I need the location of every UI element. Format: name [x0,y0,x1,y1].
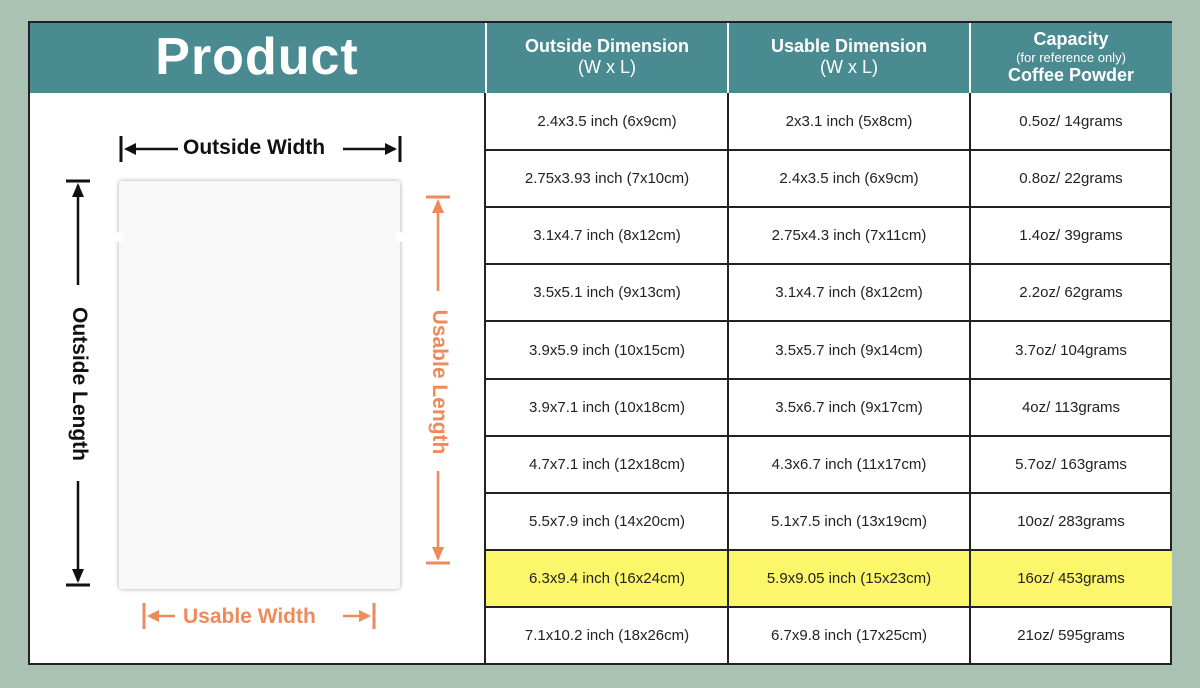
table-row: 2.4x3.5 inch (6x9cm) 2x3.1 inch (5x8cm) 0.… [486,93,1172,150]
outside-cell: 2.4x3.5 inch (6x9cm) [537,113,677,130]
header-divider [727,21,729,93]
row-divider [486,492,1172,494]
usable-cell: 3.1x4.7 inch (8x12cm) [775,284,923,301]
usable-length-arrow [426,195,450,565]
outside-cell: 7.1x10.2 inch (18x26cm) [524,626,690,644]
table-row: 2.75x3.93 inch (7x10cm) 2.4x3.5 inch (6x9… [486,150,1172,207]
outside-cell: 3.9x7.1 inch (10x18cm) [529,399,685,416]
table-row: 3.1x4.7 inch (8x12cm) 2.75x4.3 inch (7x11… [486,207,1172,264]
header-divider [969,21,971,93]
row-divider [486,549,1172,551]
usable-cell: 5.9x9.05 inch (15x23cm) [728,550,970,607]
column-divider [727,93,729,665]
row-divider [486,149,1172,151]
frame-left-border [28,21,30,665]
table-row: 3.9x7.1 inch (10x18cm) 3.5x6.7 inch (9x17… [486,379,1172,436]
row-divider [486,206,1172,208]
usable-cell: 2x3.1 inch (5x8cm) [785,113,913,130]
row-divider [486,606,1172,608]
usable-cell: 2.75x4.3 inch (7x11cm) [771,227,927,244]
row-divider [486,378,1172,380]
capacity-cell: 0.5oz/ 14grams [1019,113,1123,130]
row-divider [486,435,1172,437]
usable-dimension-title: Usable Dimension [770,36,928,56]
column-divider [969,93,971,665]
header-divider [485,21,487,93]
usable-width-label: Usable Width [183,605,316,628]
tear-notch [395,232,405,242]
tear-notch [114,232,124,242]
size-chart: Product Outside Dimension (W x L) Usable… [28,21,1172,665]
capacity-cell: 0.8oz/ 22grams [1019,170,1123,187]
capacity-cell: 16oz/ 453grams [970,550,1172,607]
outside-length-label: Outside Length [68,307,91,461]
column-divider [484,93,486,665]
outside-cell: 6.3x9.4 inch (16x24cm) [486,550,728,607]
usable-cell: 5.1x7.5 inch (13x19cm) [771,513,927,530]
outside-width-label: Outside Width [183,136,326,159]
usable-width-arrow [142,603,376,629]
capacity-cell: 21oz/ 595grams [1017,626,1125,644]
usable-dimension-unit: (W x L) [820,57,878,77]
frame-top-border [28,21,1172,23]
outside-cell: 3.1x4.7 inch (8x12cm) [533,227,681,244]
table-row-highlighted: 6.3x9.4 inch (16x24cm) 5.9x9.05 inch (15x… [486,550,1172,607]
capacity-cell: 5.7oz/ 163grams [1015,456,1127,473]
outside-dimension-title: Outside Dimension [524,36,690,56]
row-divider [486,320,1172,322]
usable-cell: 2.4x3.5 inch (6x9cm) [779,170,919,187]
outside-cell: 3.5x5.1 inch (9x13cm) [533,284,681,301]
table-row: 7.1x10.2 inch (18x26cm) 6.7x9.8 inch (17x… [486,607,1172,663]
capacity-title: Capacity [1033,28,1109,49]
outside-width-arrow [119,136,402,162]
usable-cell: 6.7x9.8 inch (17x25cm) [771,626,927,644]
capacity-header: Capacity (for reference only) Coffee Pow… [970,21,1172,93]
usable-cell: 3.5x6.7 inch (9x17cm) [775,399,923,416]
outside-dimension-unit: (W x L) [578,57,636,77]
outside-cell: 5.5x7.9 inch (14x20cm) [529,513,685,530]
table-row: 5.5x7.9 inch (14x20cm) 5.1x7.5 inch (13x1… [486,493,1172,550]
table-row: 3.9x5.9 inch (10x15cm) 3.5x5.7 inch (9x14… [486,321,1172,379]
capacity-note: (for reference only) [1016,49,1126,65]
capacity-cell: 2.2oz/ 62grams [1019,284,1123,301]
table-row: 3.5x5.1 inch (9x13cm) 3.1x4.7 inch (8x12c… [486,264,1172,321]
product-title: Product [155,28,359,86]
usable-dimension-header: Usable Dimension (W x L) [728,21,970,93]
capacity-cell: 4oz/ 113grams [1021,399,1121,416]
capacity-cell: 1.4oz/ 39grams [1019,227,1123,244]
outside-cell: 4.7x7.1 inch (12x18cm) [529,456,685,473]
header-bar: Product Outside Dimension (W x L) Usable… [28,21,1172,93]
capacity-cell: 10oz/ 283grams [1017,513,1125,530]
outside-cell: 3.9x5.9 inch (10x15cm) [529,341,685,359]
pouch-bag [114,181,405,589]
product-header: Product [28,21,486,93]
capacity-subject: Coffee Powder [1007,64,1135,85]
outside-dimension-header: Outside Dimension (W x L) [486,21,728,93]
usable-cell: 3.5x5.7 inch (9x14cm) [775,341,923,359]
usable-cell: 4.3x6.7 inch (11x17cm) [771,456,927,473]
outside-cell: 2.75x3.93 inch (7x10cm) [524,170,690,187]
outside-length-arrow [66,179,90,587]
row-divider [486,263,1172,265]
capacity-cell: 3.7oz/ 104grams [1015,341,1127,359]
usable-length-label: Usable Length [428,309,451,455]
table-row: 4.7x7.1 inch (12x18cm) 4.3x6.7 inch (11x1… [486,436,1172,493]
